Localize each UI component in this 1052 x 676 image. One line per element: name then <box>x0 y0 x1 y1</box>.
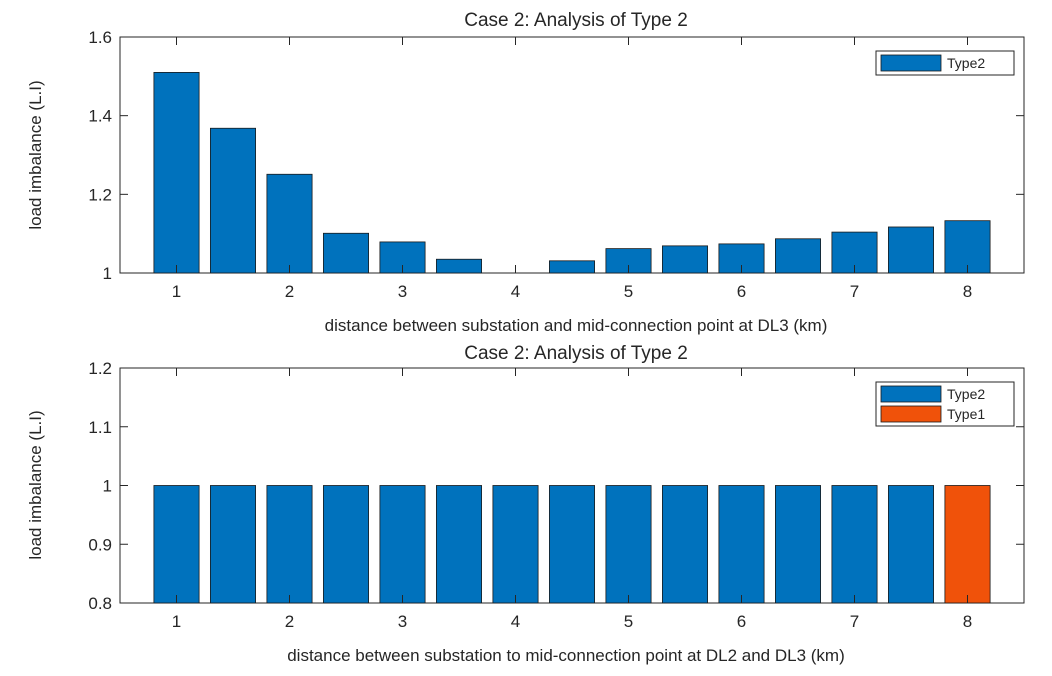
bar-type2-1 <box>209 485 256 604</box>
bars-group <box>153 485 991 604</box>
x-axis-label: distance between substation and mid-conn… <box>325 316 828 335</box>
bar-type2-11 <box>775 485 822 604</box>
y-tick-label: 1.2 <box>88 185 112 204</box>
legend: Type2 <box>875 50 1015 76</box>
bar-type2-13 <box>888 485 935 604</box>
bar-type2-3 <box>322 232 369 274</box>
bar-type2-0 <box>153 72 200 274</box>
x-tick-label: 7 <box>850 612 859 631</box>
legend-swatch-type1 <box>880 405 942 423</box>
chart-title: Case 2: Analysis of Type 2 <box>464 10 688 31</box>
x-tick-label: 2 <box>285 282 294 301</box>
x-tick-group: 1 2 3 4 5 6 7 8 <box>172 368 972 631</box>
bar-type2-12 <box>831 485 878 604</box>
legend-label-type2: Type2 <box>947 55 985 71</box>
y-tick-label: 0.8 <box>88 594 112 613</box>
x-tick-label: 4 <box>511 612 520 631</box>
bars-group <box>153 72 991 274</box>
x-tick-group: 1 2 3 4 5 6 7 8 <box>172 37 972 301</box>
bar-type2-7 <box>549 485 596 604</box>
x-tick-label: 1 <box>172 282 181 301</box>
x-tick-label: 1 <box>172 612 181 631</box>
bar-type2-0 <box>153 485 200 604</box>
bar-type2-13 <box>888 226 935 274</box>
legend: Type2 Type1 <box>875 381 1015 427</box>
y-tick-group: 0.8 0.9 1 1.1 1.2 <box>88 359 1024 613</box>
bar-type2-3 <box>322 485 369 604</box>
x-tick-label: 5 <box>624 612 633 631</box>
bar-type2-9 <box>662 485 709 604</box>
y-tick-group: 1 1.2 1.4 1.6 <box>88 28 1024 283</box>
y-tick-label: 1 <box>103 477 112 496</box>
bar-type2-8 <box>605 485 652 604</box>
bar-type2-5 <box>435 485 482 604</box>
chart-title: Case 2: Analysis of Type 2 <box>464 343 688 364</box>
y-tick-label: 0.9 <box>88 535 112 554</box>
bar-type2-14 <box>944 220 991 274</box>
bar-type2-9 <box>662 245 709 274</box>
y-tick-label: 1.6 <box>88 28 112 47</box>
y-tick-label: 1.1 <box>88 418 112 437</box>
x-tick-label: 4 <box>511 282 520 301</box>
legend-swatch-type2 <box>880 54 942 72</box>
bar-type1-14 <box>944 485 991 604</box>
legend-swatch-type2 <box>880 385 942 403</box>
legend-label-type2: Type2 <box>947 386 985 402</box>
y-axis-label: load imbalance (L.I) <box>26 80 45 229</box>
bar-type2-7 <box>549 260 596 274</box>
bar-type2-2 <box>266 485 313 604</box>
legend-label-type1: Type1 <box>947 406 985 422</box>
x-tick-label: 6 <box>737 612 746 631</box>
x-tick-label: 3 <box>398 282 407 301</box>
x-tick-label: 2 <box>285 612 294 631</box>
chart-top: Case 2: Analysis of Type 2 1 2 3 4 5 6 7 8 1 1.2… <box>26 10 1025 335</box>
x-tick-label: 6 <box>737 282 746 301</box>
bar-type2-5 <box>435 258 482 274</box>
x-tick-label: 7 <box>850 282 859 301</box>
y-tick-label: 1.4 <box>88 107 112 126</box>
y-tick-label: 1 <box>103 264 112 283</box>
bar-type2-6 <box>492 485 539 604</box>
bar-type2-1 <box>209 127 256 274</box>
bar-type2-10 <box>718 485 765 604</box>
x-tick-label: 5 <box>624 282 633 301</box>
bar-type2-2 <box>266 173 313 274</box>
x-tick-label: 8 <box>963 282 972 301</box>
y-axis-label: load imbalance (L.I) <box>26 410 45 559</box>
bar-type2-11 <box>775 238 822 274</box>
bar-type2-4 <box>379 485 426 604</box>
y-tick-label: 1.2 <box>88 359 112 378</box>
x-tick-label: 3 <box>398 612 407 631</box>
x-tick-label: 8 <box>963 612 972 631</box>
x-axis-label: distance between substation to mid-conne… <box>287 646 845 665</box>
